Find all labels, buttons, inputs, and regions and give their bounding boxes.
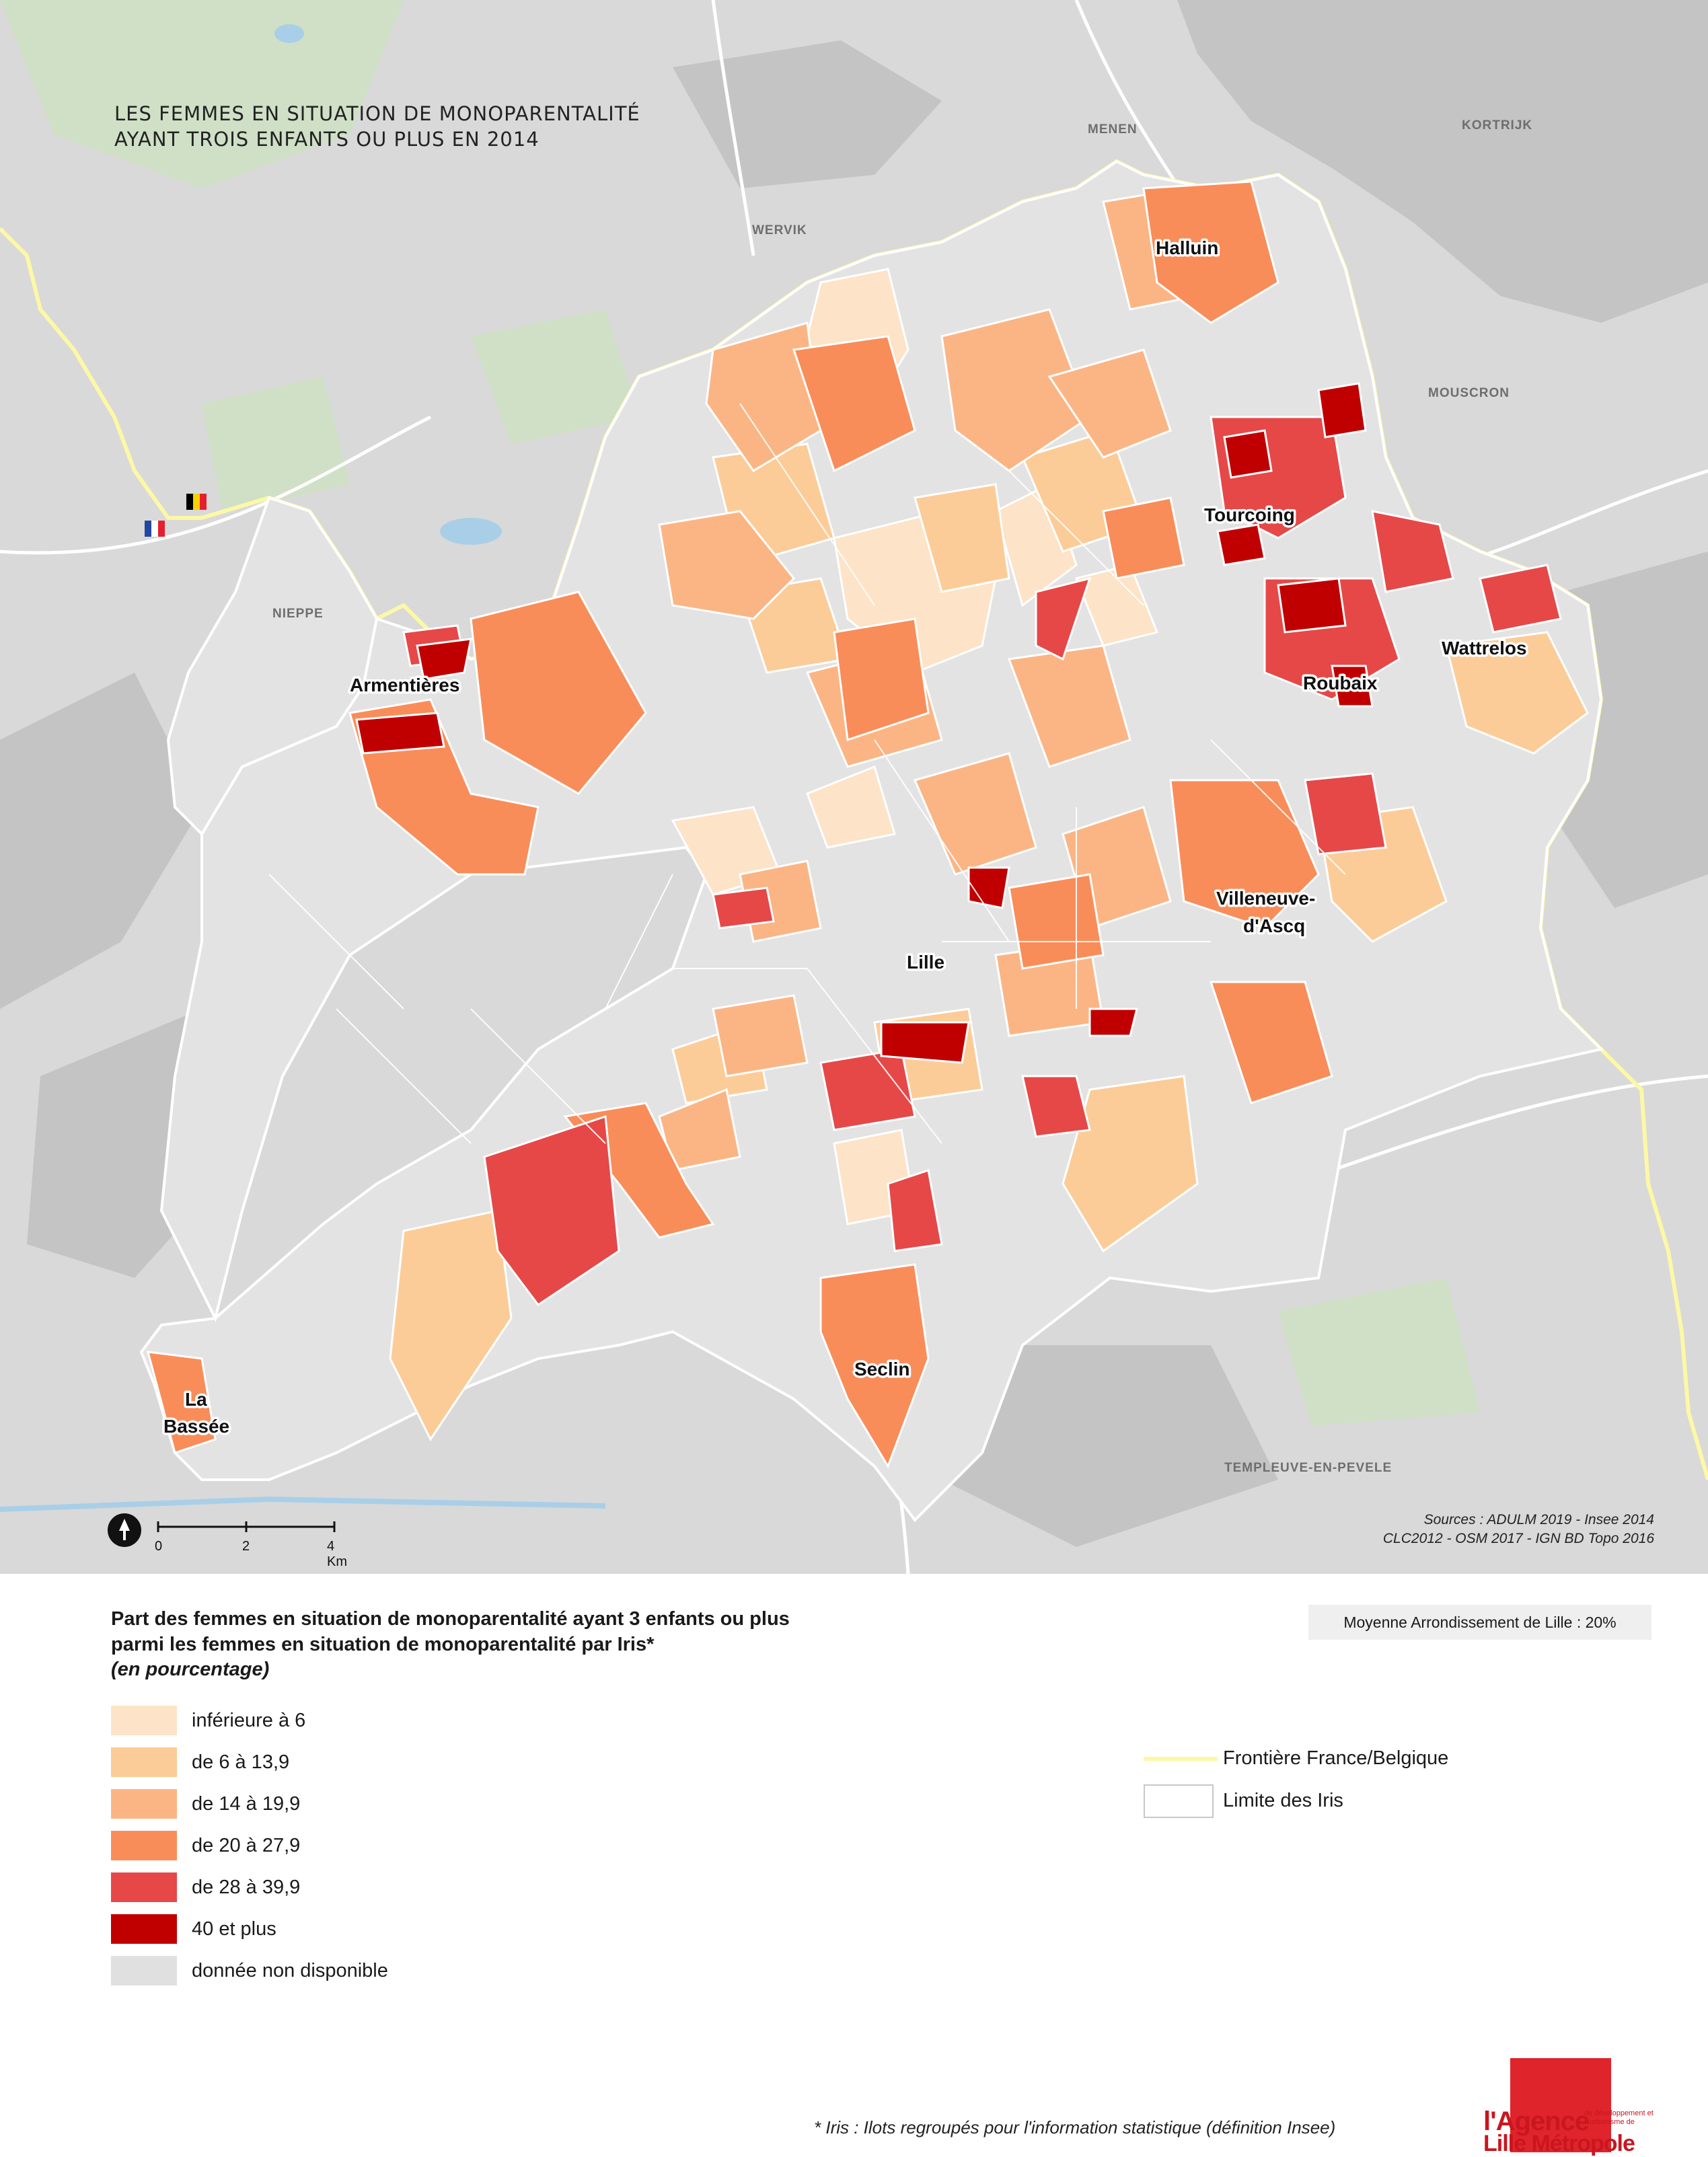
iris-boundaries (268, 403, 1346, 1144)
green-areas-background (0, 0, 1480, 1426)
scale-bar (157, 1521, 336, 1532)
legend-label: de 6 à 13,9 (192, 1751, 290, 1773)
map-title-line2: AYANT TROIS ENFANTS OU PLUS EN 2014 (114, 128, 540, 151)
north-arrow-icon (108, 1513, 141, 1547)
legend-title-line1: Part des femmes en situation de monopare… (111, 1608, 790, 1630)
label-seclin: Seclin (854, 1359, 909, 1379)
scale-label-0: 0 (155, 1539, 163, 1554)
label-menen: MENEN (1088, 122, 1138, 137)
choropleth-map: MENEN KORTRIJK WERVIK MOUSCRON NIEPPE TE… (0, 0, 1708, 1574)
legend-swatch (111, 1789, 177, 1819)
label-halluin: Halluin (1156, 237, 1218, 258)
logo-line2: Lille Métropole (1483, 2131, 1635, 2156)
label-armentieres: Armentières (350, 675, 459, 695)
scale-block: 0 2 4 Km (108, 1513, 350, 1569)
logo-line1: l'Agence (1483, 2107, 1590, 2136)
legend-label: 40 et plus (192, 1918, 276, 1940)
label-villeneuve: Villeneuve- (1216, 888, 1315, 909)
legend-swatch (111, 1872, 177, 1902)
legend-label: de 14 à 19,9 (192, 1793, 301, 1815)
label-bassee: Bassée (163, 1416, 229, 1437)
legend-swatch (111, 1747, 177, 1777)
average-box: Moyenne Arrondissement de Lille : 20% (1308, 1605, 1651, 1640)
label-nieppe: NIEPPE (272, 607, 324, 621)
france-flag (145, 521, 165, 537)
legend-label: inférieure à 6 (192, 1710, 306, 1731)
legend-label: donnée non disponible (192, 1960, 388, 1981)
legend-label: de 28 à 39,9 (192, 1877, 301, 1898)
label-kortrijk: KORTRIJK (1462, 118, 1532, 133)
logo-small-text: de développement et d'urbanisme de (1584, 2109, 1654, 2126)
sources-line1: Sources : ADULM 2019 - Insee 2014 (1423, 1512, 1654, 1527)
border-legend-label: Frontière France/Belgique (1223, 1747, 1449, 1769)
legend-subtitle: (en pourcentage) (111, 1659, 270, 1680)
legend-title: Part des femmes en situation de monopare… (111, 1606, 918, 1657)
iris-class-40-plus (355, 382, 1374, 1064)
map-sources: Sources : ADULM 2019 - Insee 2014 CLC201… (1383, 1511, 1654, 1548)
agency-logo: l'Agence de développement et d'urbanisme… (1483, 2058, 1654, 2156)
label-wattrelos: Wattrelos (1442, 638, 1527, 658)
label-tourcoing: Tourcoing (1204, 504, 1295, 525)
water-bodies (0, 24, 605, 1512)
label-la: La (185, 1389, 207, 1410)
belgium-flag (186, 494, 207, 510)
sources-line2: CLC2012 - OSM 2017 - IGN BD Topo 2016 (1382, 1531, 1654, 1546)
scale-label-4km: 4 Km (327, 1539, 347, 1569)
footnote: * Iris : Ilots regroupés pour l'informat… (814, 2117, 1336, 2137)
map-title: LES FEMMES EN SITUATION DE MONOPARENTALI… (114, 101, 640, 152)
legend-swatch (111, 1914, 177, 1944)
iris-class-20-27.9 (146, 180, 1333, 1469)
legend-swatch (111, 1706, 177, 1735)
scale-label-2: 2 (242, 1539, 250, 1554)
legend-swatch (111, 1831, 177, 1860)
iris-box-symbol (1144, 1784, 1214, 1818)
label-roubaix: Roubaix (1303, 673, 1378, 693)
legend-swatch (111, 1956, 177, 1985)
label-dascq: d'Ascq (1243, 915, 1305, 936)
label-wervik: WERVIK (752, 223, 807, 237)
border-line-symbol (1144, 1757, 1218, 1761)
legend-title-line2: parmi les femmes en situation de monopar… (111, 1634, 655, 1655)
legend-label: de 20 à 27,9 (192, 1835, 301, 1856)
label-templeuve: TEMPLEUVE-EN-PEVELE (1224, 1461, 1392, 1475)
logo-red-block (1510, 2058, 1611, 2152)
iris-legend-label: Limite des Iris (1223, 1790, 1343, 1811)
label-mouscron: MOUSCRON (1428, 386, 1510, 400)
western-lobe (166, 496, 379, 837)
map-title-line1: LES FEMMES EN SITUATION DE MONOPARENTALI… (114, 102, 640, 125)
label-lille: Lille (907, 952, 944, 973)
